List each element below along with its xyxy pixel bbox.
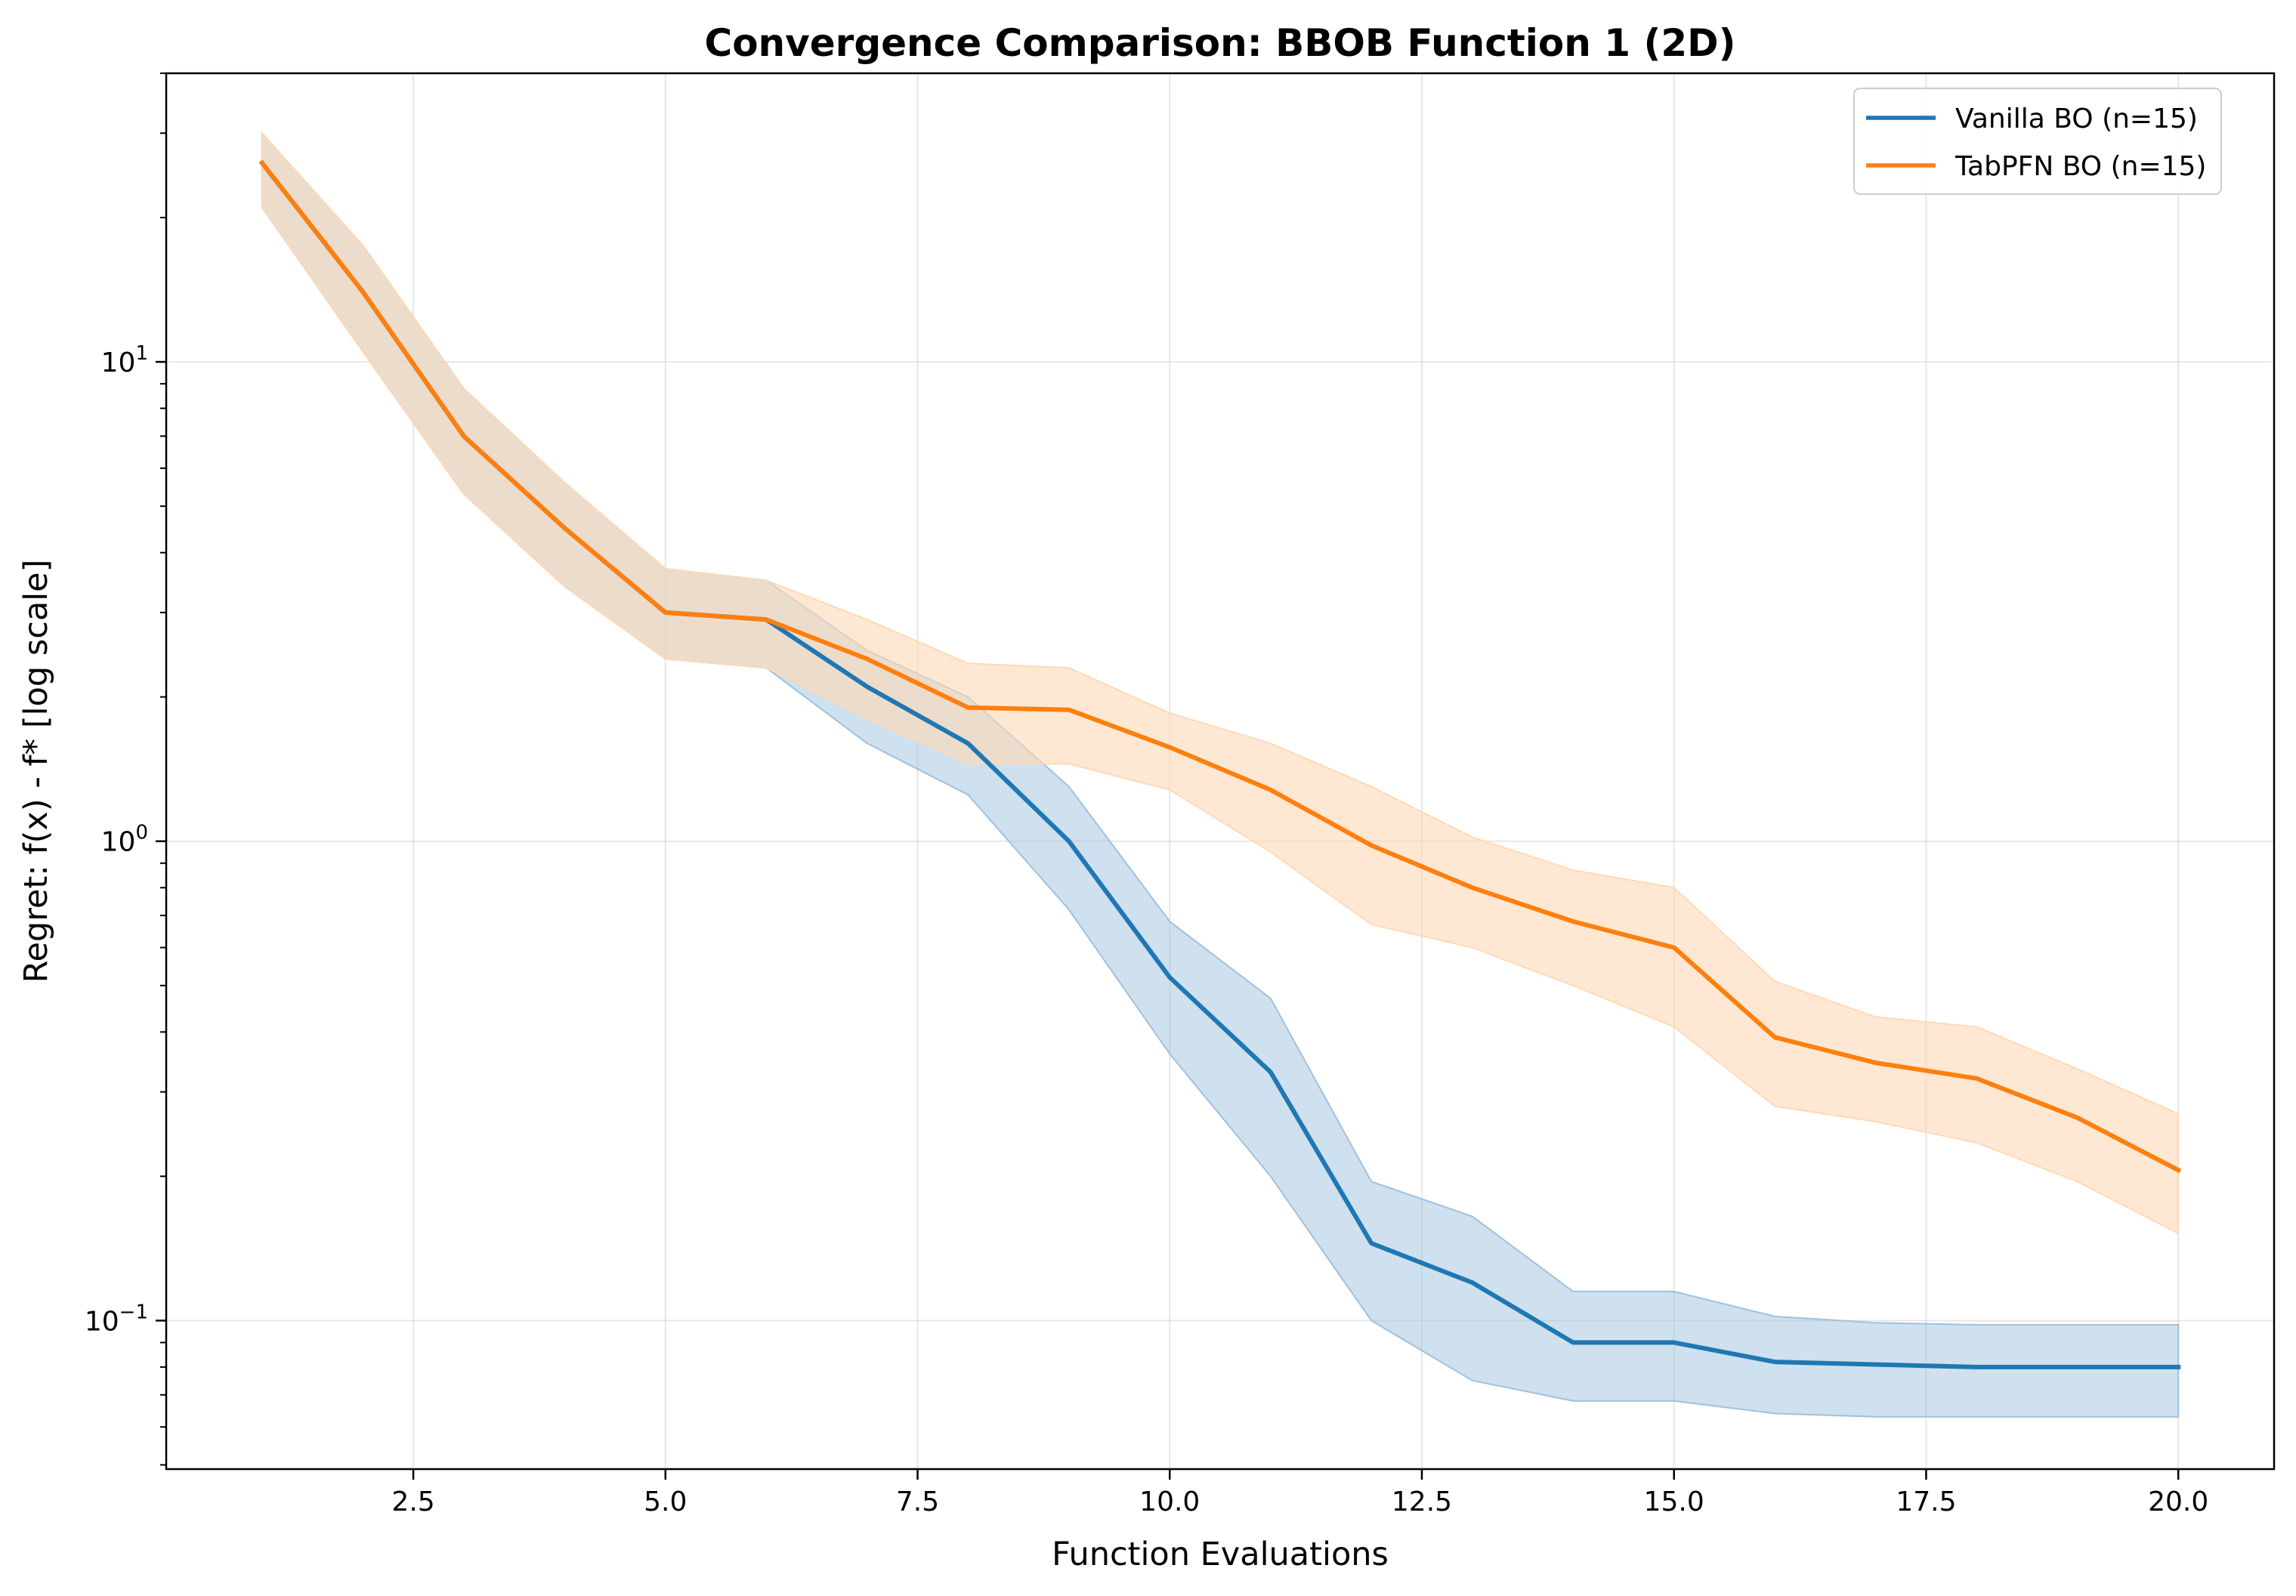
series-lines: [258, 159, 2182, 1369]
legend-label-vanilla-bo: Vanilla BO (n=15): [1955, 103, 2198, 134]
legend: Vanilla BO (n=15) TabPFN BO (n=15): [1853, 88, 2222, 195]
x-tick-label: 15.0: [1644, 1486, 1704, 1517]
legend-label-tabpfn-bo: TabPFN BO (n=15): [1955, 151, 2206, 182]
y-tick-label: 100: [101, 822, 148, 858]
confidence-band-tabpfn-bo: [261, 131, 2180, 1235]
axis-ticks: 2.5 5.0 7.5 10.0 12.5 15.0 17.5 20.0 10−1 100 101: [85, 73, 2208, 1517]
plot-area-frame: [165, 72, 2276, 1471]
x-tick-label: 5.0: [644, 1486, 687, 1517]
series-line-tabpfn-bo: [258, 159, 2182, 1174]
y-axis-label: Regret: f(x) - f* [log scale]: [17, 560, 55, 983]
y-tick-label: 10−1: [85, 1301, 148, 1337]
x-tick-label: 12.5: [1392, 1486, 1452, 1517]
x-tick-label: 2.5: [391, 1486, 434, 1517]
x-tick-label: 17.5: [1896, 1486, 1956, 1517]
legend-box: [1853, 88, 2222, 195]
confidence-bands: [261, 131, 2180, 1418]
grid-lines: [166, 73, 2274, 1469]
chart-title: Convergence Comparison: BBOB Function 1 …: [705, 21, 1736, 65]
y-tick-label: 101: [101, 342, 148, 378]
x-tick-label: 7.5: [896, 1486, 939, 1517]
x-tick-label: 10.0: [1139, 1486, 1200, 1517]
x-axis-label: Function Evaluations: [1052, 1536, 1389, 1573]
x-tick-label: 20.0: [2148, 1486, 2208, 1517]
